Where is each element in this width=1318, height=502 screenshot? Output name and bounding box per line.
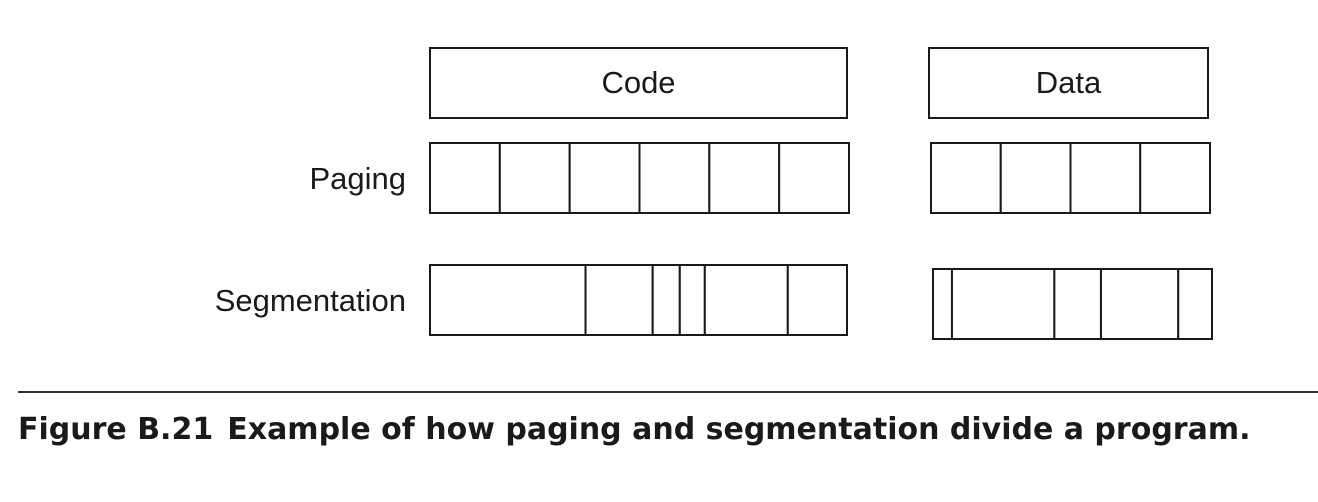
paging-data-row [930, 142, 1211, 214]
data-page [999, 142, 1072, 214]
code-page [638, 142, 711, 214]
segmentation-data-row [932, 268, 1213, 340]
code-segment [786, 264, 849, 336]
data-page [930, 142, 1002, 214]
code-page [429, 142, 501, 214]
figure-number: Figure B.21 [18, 412, 214, 447]
data-label: Data [1036, 65, 1102, 100]
data-program-box: Data [928, 47, 1209, 119]
code-label: Code [601, 65, 675, 100]
code-page [568, 142, 641, 214]
code-program-box: Code [429, 47, 848, 119]
code-page [778, 142, 851, 214]
figure-caption: Figure B.21 Example of how paging and seg… [18, 412, 1251, 447]
data-page [1139, 142, 1211, 214]
code-segment [678, 264, 706, 336]
figure-caption-text: Example of how paging and segmentation d… [227, 412, 1251, 447]
code-segment [584, 264, 654, 336]
data-segment [932, 268, 953, 340]
data-segment [1177, 268, 1213, 340]
code-segment [651, 264, 681, 336]
data-segment [1099, 268, 1180, 340]
segmentation-code-row [429, 264, 849, 336]
code-segment [429, 264, 587, 336]
paging-row-label: Paging [309, 161, 406, 196]
data-page [1069, 142, 1142, 214]
code-segment [703, 264, 789, 336]
code-page [498, 142, 571, 214]
code-page [708, 142, 781, 214]
segmentation-row-label: Segmentation [215, 283, 406, 318]
paging-code-row [429, 142, 851, 214]
data-segment [950, 268, 1056, 340]
data-segment [1053, 268, 1102, 340]
